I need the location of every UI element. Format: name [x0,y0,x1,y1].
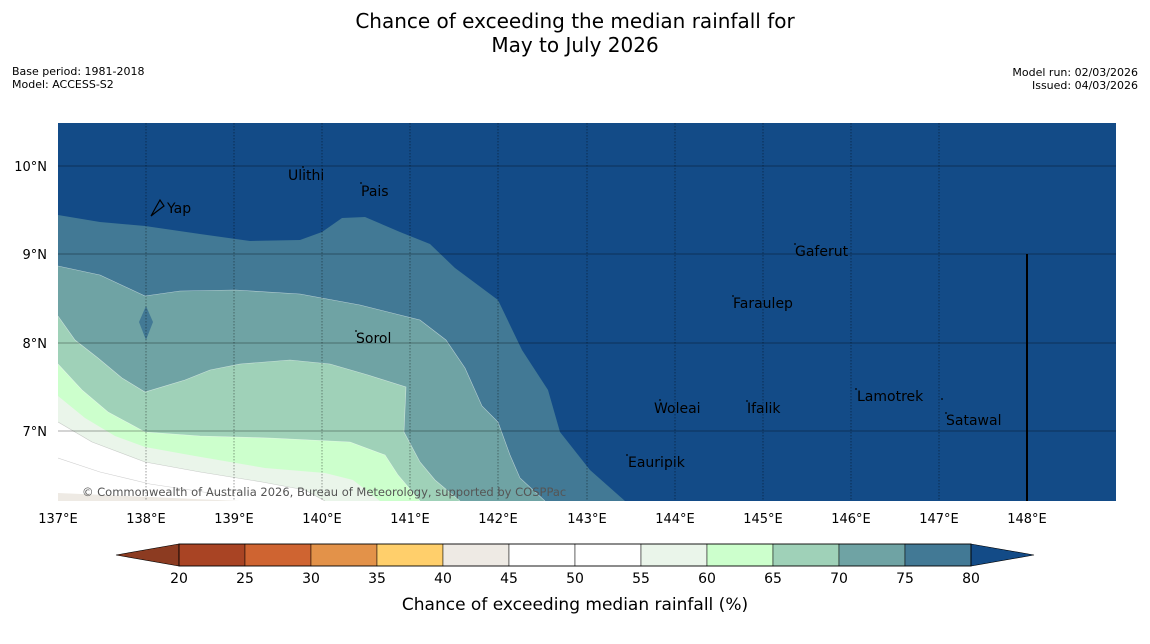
place-label-pais: Pais [361,184,389,200]
contour-diamond [139,306,153,340]
title-line-1: Chance of exceeding the median rainfall … [355,9,795,33]
place-label-lamotrek: Lamotrek [857,389,924,405]
place-label-sorol: Sorol [356,331,391,347]
lon-label: 137°E [38,512,78,527]
place-label-woleai: Woleai [654,401,701,417]
lon-label: 145°E [743,512,783,527]
lat-label: 10°N [14,160,47,175]
colorbar-tick: 20 [170,571,188,587]
colorbar-cell [706,543,774,567]
colorbar-cells [178,543,972,567]
map-area: Ulithi Pais Yap Gaferut Faraulep Sorol L… [58,123,1116,501]
lat-label: 9°N [23,248,48,263]
lon-label: 144°E [655,512,695,527]
meta-right: Model run: 02/03/2026 Issued: 04/03/2026 [1012,66,1138,92]
colorbar-cell [904,543,972,567]
colorbar-cell [508,543,576,567]
colorbar-label: Chance of exceeding median rainfall (%) [402,595,748,615]
colorbar-tick: 45 [500,571,518,587]
colorbar-tick: 60 [698,571,716,587]
colorbar-tick: 75 [896,571,914,587]
lon-label: 142°E [478,512,518,527]
lon-label: 138°E [126,512,166,527]
colorbar-cell [310,543,378,567]
lon-labels: 137°E 138°E 139°E 140°E 141°E 142°E 143°… [38,512,1047,527]
colorbar-cell [640,543,708,567]
colorbar-tick: 55 [632,571,650,587]
place-label-satawal: Satawal [946,413,1001,429]
lon-label: 146°E [831,512,871,527]
chart-title: Chance of exceeding the median rainfall … [0,9,1150,57]
colorbar-cell [244,543,312,567]
place-markers [302,166,947,456]
colorbar-tick: 50 [566,571,584,587]
colorbar-tick: 40 [434,571,452,587]
place-label-faraulep: Faraulep [733,296,793,312]
model-text: Model: ACCESS-S2 [12,78,114,91]
colorbar-cell [442,543,510,567]
lon-label: 147°E [919,512,959,527]
model-run-text: Model run: 02/03/2026 [1012,66,1138,79]
title-line-2: May to July 2026 [491,33,659,57]
colorbar-ticks: 20 25 30 35 40 45 50 55 60 65 70 75 80 [170,571,980,587]
place-label-yap: Yap [166,201,191,217]
colorbar-cell [838,543,906,567]
lon-label: 140°E [302,512,342,527]
colorbar-tick: 70 [830,571,848,587]
meta-left: Base period: 1981-2018 Model: ACCESS-S2 [12,65,144,91]
lat-label: 8°N [23,337,48,352]
base-period-text: Base period: 1981-2018 [12,65,145,78]
place-label-ulithi: Ulithi [288,168,324,184]
colorbar-cell [376,543,444,567]
colorbar-cell [772,543,840,567]
colorbar-tick: 30 [302,571,320,587]
yap-island-shape [150,198,165,217]
lon-label: 141°E [390,512,430,527]
place-label-ifalik: Ifalik [747,401,781,417]
colorbar-under-arrow [115,543,180,567]
copyright-text: © Commonwealth of Australia 2026, Bureau… [82,485,566,499]
place-labels: Ulithi Pais Yap Gaferut Faraulep Sorol L… [166,168,1001,471]
lon-label: 143°E [567,512,607,527]
colorbar-tick: 65 [764,571,782,587]
colorbar: 20 25 30 35 40 45 50 55 60 65 70 75 80 C… [115,543,1035,615]
contour-40-45-sliver [58,493,240,501]
contour-45-55 [58,422,325,501]
colorbar-tick: 35 [368,571,386,587]
colorbar-tick: 25 [236,571,254,587]
lat-label: 7°N [23,425,48,440]
colorbar-frame [178,543,972,567]
place-label-gaferut: Gaferut [795,244,849,260]
graticule-lat [58,165,1116,432]
colorbar-over-arrow [970,543,1035,567]
lon-label: 139°E [214,512,254,527]
colorbar-cell [178,543,246,567]
contour-lines [58,265,546,501]
lat-labels: 10°N 9°N 8°N 7°N [14,160,47,440]
graticule [145,123,940,501]
colorbar-cell [574,543,642,567]
colorbar-tick: 80 [962,571,980,587]
place-label-eauripik: Eauripik [628,455,686,471]
issued-text: Issued: 04/03/2026 [1031,79,1138,92]
lon-label: 148°E [1007,512,1047,527]
